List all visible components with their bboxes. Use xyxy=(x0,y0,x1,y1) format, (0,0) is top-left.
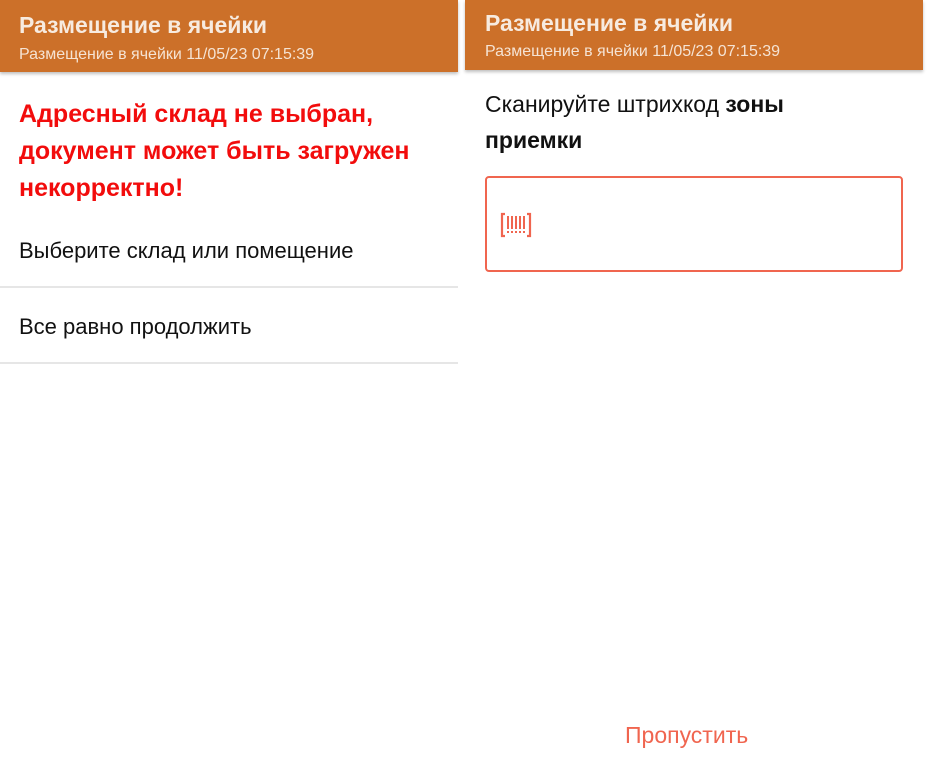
barcode-input[interactable] xyxy=(485,176,903,272)
left-screen: Размещение в ячейки Размещение в ячейки … xyxy=(0,0,458,784)
skip-button[interactable]: Пропустить xyxy=(625,722,749,748)
continue-anyway-option[interactable]: Все равно продолжить xyxy=(0,290,458,364)
app-header: Размещение в ячейки Размещение в ячейки … xyxy=(465,0,923,70)
option-label: Все равно продолжить xyxy=(19,314,252,339)
header-subtitle: Размещение в ячейки 11/05/23 07:15:39 xyxy=(485,43,781,60)
select-warehouse-option[interactable]: Выберите склад или помещение xyxy=(0,214,458,288)
right-screen: Размещение в ячейки Размещение в ячейки … xyxy=(465,0,923,784)
header-title: Размещение в ячейки xyxy=(485,10,734,36)
header-title: Размещение в ячейки xyxy=(19,12,268,38)
prompt-text: Сканируйте штрихкод xyxy=(485,91,726,117)
scan-prompt: Сканируйте штрихкод зоны приемки xyxy=(485,86,885,158)
prompt-bold-text: зоны приемки xyxy=(485,91,784,153)
barcode-scan-icon xyxy=(500,212,532,238)
option-label: Выберите склад или помещение xyxy=(19,238,354,263)
app-header: Размещение в ячейки Размещение в ячейки … xyxy=(0,0,458,72)
warning-message: Адресный склад не выбран, документ может… xyxy=(19,100,410,202)
header-subtitle: Размещение в ячейки 11/05/23 07:15:39 xyxy=(19,46,315,63)
